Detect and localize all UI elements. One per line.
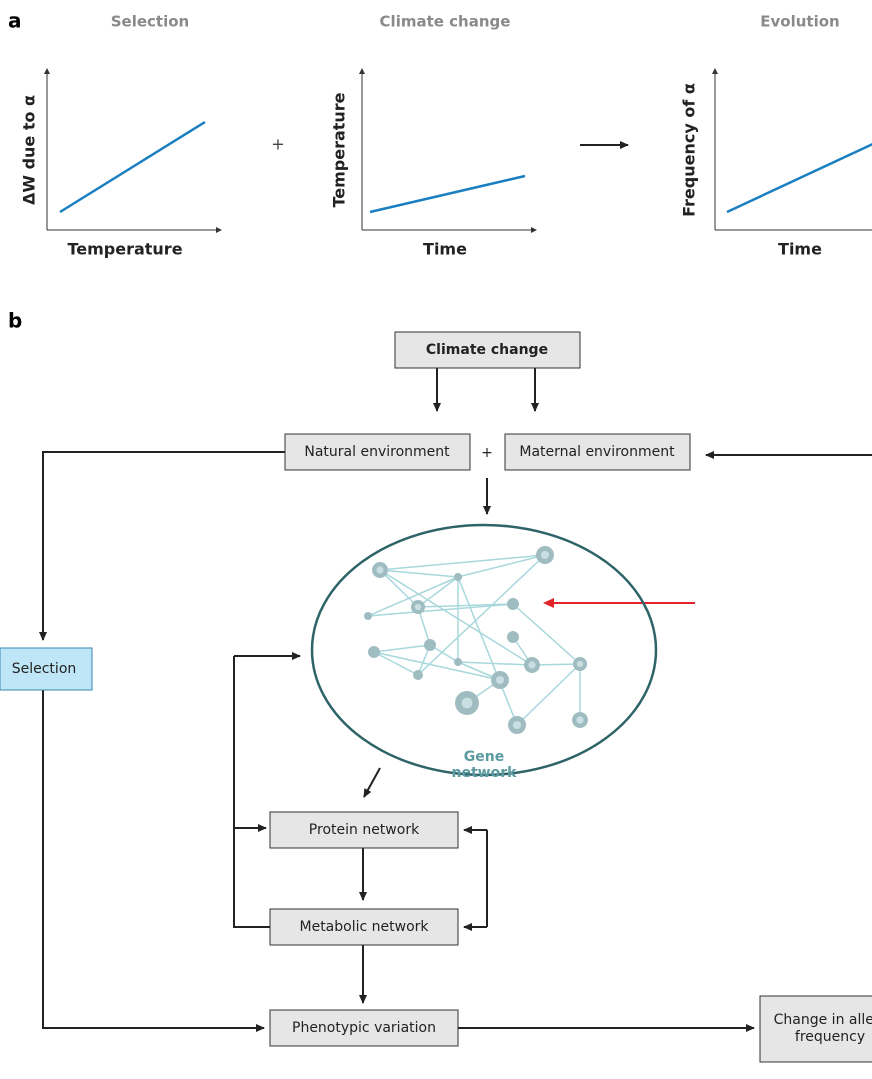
plot: Temperature Time: [330, 70, 536, 259]
network-edge: [374, 645, 430, 652]
node-label: Change in allele: [774, 1012, 872, 1028]
plot-title: Climate change: [380, 13, 511, 31]
network-edge: [380, 570, 532, 665]
plot: Frequency of α Time: [680, 70, 872, 259]
network-edge: [374, 652, 418, 675]
network-edge: [517, 664, 580, 725]
node-label: Climate change: [426, 342, 548, 358]
network-node: [454, 658, 462, 666]
node-label: Protein network: [309, 822, 420, 838]
node-label: Maternal environment: [519, 444, 675, 460]
y-label: ΔW due to α: [20, 95, 39, 205]
node-label: Natural environment: [304, 444, 450, 460]
node-label: Metabolic network: [300, 919, 430, 935]
network-node: [576, 716, 583, 723]
panel-label: a: [8, 9, 22, 33]
network-node: [364, 612, 372, 620]
plus: +: [481, 445, 493, 461]
network-node: [413, 670, 423, 680]
x-label: Temperature: [67, 240, 182, 259]
figure: a Selection Climate change Evolution ΔW …: [0, 0, 872, 1079]
network-node: [376, 566, 383, 573]
network-node: [462, 698, 473, 709]
plot-title: Selection: [111, 13, 189, 31]
network-node: [541, 551, 549, 559]
network-node: [528, 661, 535, 668]
node-label: network: [452, 765, 518, 781]
network-node: [507, 598, 519, 610]
plot: ΔW due to α Temperature: [20, 70, 221, 259]
network-edge: [380, 555, 545, 570]
plus: +: [271, 135, 284, 154]
x-label: Time: [778, 240, 822, 259]
network-node: [513, 721, 521, 729]
network-node: [577, 661, 583, 667]
network-node: [507, 631, 519, 643]
x-label: Time: [423, 240, 467, 259]
network-edge: [380, 570, 458, 577]
gene-network: [312, 525, 656, 775]
network-node: [415, 604, 421, 610]
network-node: [424, 639, 436, 651]
node-label: Phenotypic variation: [292, 1020, 436, 1036]
network-node: [496, 676, 504, 684]
network-edge: [513, 604, 580, 664]
network-graphic: [364, 546, 588, 734]
panel-label: b: [8, 309, 22, 333]
network-node: [454, 573, 462, 581]
node-label: Gene: [464, 749, 504, 765]
network-node: [368, 646, 380, 658]
node-label: frequency: [795, 1029, 865, 1045]
y-label: Temperature: [330, 92, 349, 207]
y-label: Frequency of α: [680, 83, 699, 217]
plot-title: Evolution: [760, 13, 839, 31]
network-edge: [458, 662, 532, 665]
node-label: Selection: [12, 661, 77, 677]
